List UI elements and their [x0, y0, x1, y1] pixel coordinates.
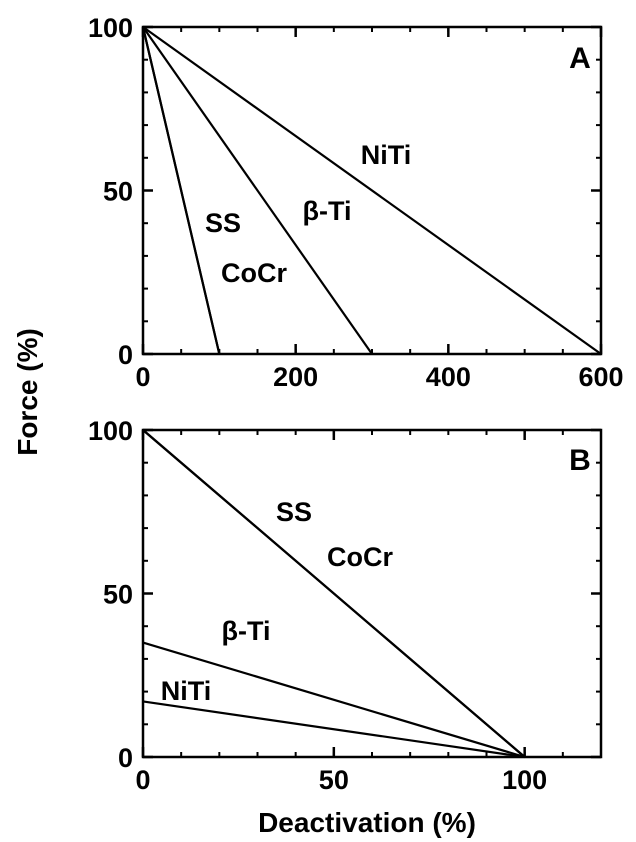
y-tick-label: 100 [88, 416, 133, 446]
x-tick-label: 100 [502, 765, 547, 795]
y-tick-label: 0 [118, 743, 133, 773]
x-tick-label: 0 [135, 765, 150, 795]
series-label-niti: NiTi [361, 140, 412, 170]
panel-b: 0 50 100 0 50 100 SS CoCr β-Ti NiTi B [88, 416, 603, 795]
x-tick-label: 400 [426, 362, 471, 392]
x-tick-label: 50 [319, 765, 349, 795]
panel-label: A [569, 42, 591, 75]
y-tick-label: 0 [118, 340, 133, 370]
series-label-cocr: CoCr [221, 258, 287, 288]
x-tick-label: 0 [135, 362, 150, 392]
panel-a: 0 200 400 600 0 50 100 SS CoCr β-Ti NiTi A [88, 13, 624, 392]
series-label-ss: SS [205, 208, 241, 238]
series-label-beta-ti: β-Ti [222, 616, 271, 646]
x-axis-title: Deactivation (%) [258, 807, 476, 838]
x-tick-label: 600 [578, 362, 623, 392]
series-label-ss: SS [276, 497, 312, 527]
series-label-cocr: CoCr [327, 542, 393, 572]
panel-label: B [569, 444, 591, 477]
series-line-niti [142, 700, 525, 759]
plot-frame [141, 428, 603, 759]
y-tick-label: 50 [103, 177, 133, 207]
series-line-beta-ti [142, 641, 525, 759]
series-line-cocr [142, 429, 526, 758]
y-tick-label: 100 [88, 13, 133, 43]
series-line-cocr [141, 26, 221, 355]
y-tick-label: 50 [103, 580, 133, 610]
x-tick-label: 200 [273, 362, 318, 392]
series-line-niti [142, 26, 602, 355]
series-line-beta-ti [142, 26, 373, 355]
series-label-beta-ti: β-Ti [303, 196, 352, 226]
y-axis-title: Force (%) [12, 328, 43, 456]
series-label-niti: NiTi [161, 676, 212, 706]
